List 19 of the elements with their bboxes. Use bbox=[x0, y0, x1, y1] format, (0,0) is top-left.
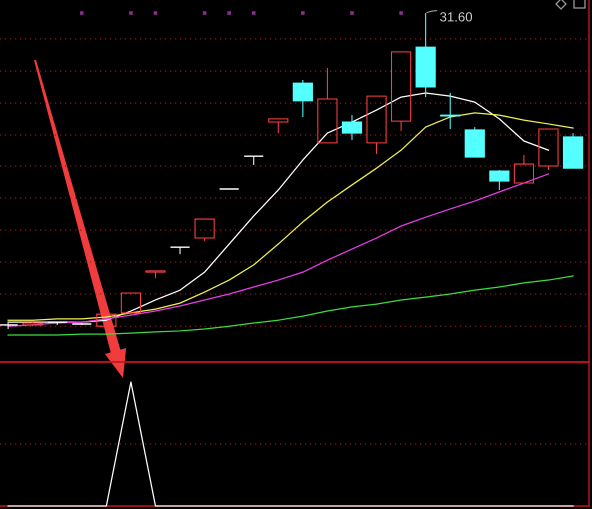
candlestick bbox=[317, 67, 338, 144]
candlestick bbox=[416, 12, 436, 98]
candlestick bbox=[243, 155, 264, 166]
candlestick bbox=[268, 118, 288, 134]
candlestick bbox=[366, 96, 387, 154]
candlestick bbox=[562, 132, 584, 169]
candlestick bbox=[170, 246, 190, 255]
candlestick bbox=[96, 314, 116, 327]
candlestick bbox=[194, 218, 215, 242]
candlestick bbox=[489, 170, 510, 191]
candlestick bbox=[440, 92, 460, 130]
candlestick bbox=[538, 128, 559, 171]
candlestick bbox=[514, 154, 534, 184]
candlestick bbox=[342, 114, 362, 141]
candlestick bbox=[292, 79, 313, 118]
candlestick bbox=[464, 126, 485, 158]
annotation: 31.60 bbox=[440, 12, 472, 22]
candlestick bbox=[391, 51, 412, 132]
candlestick bbox=[145, 270, 166, 279]
